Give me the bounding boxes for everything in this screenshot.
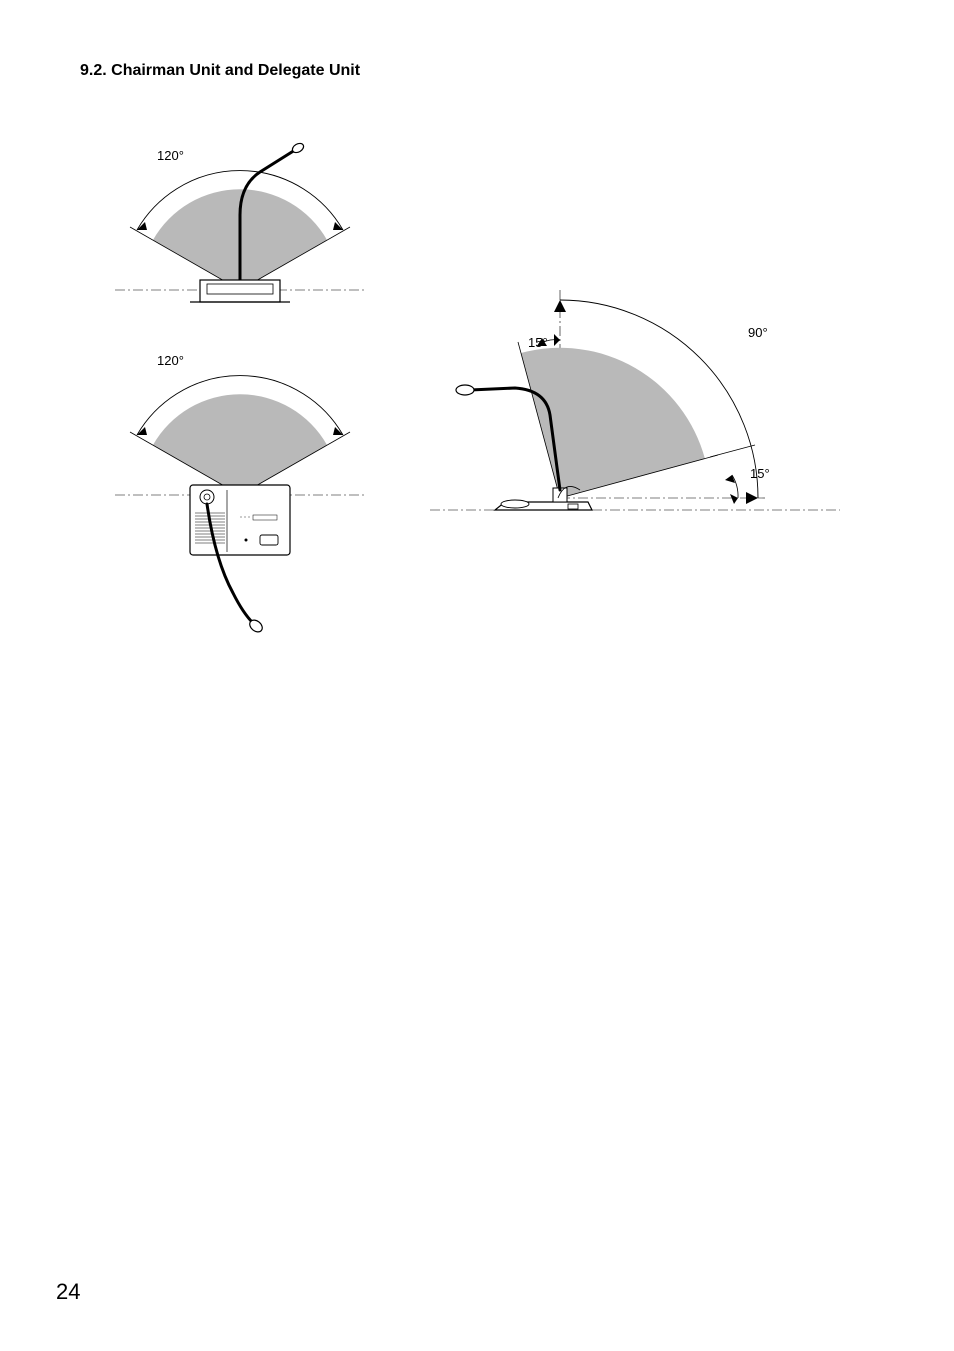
arrow-15-top-r: [554, 334, 560, 346]
connector-side: [568, 504, 578, 509]
microphone-capsule: [456, 385, 474, 395]
mic-pivot-inner: [204, 494, 210, 500]
page-number: 24: [56, 1279, 80, 1305]
section-heading: 9.2. Chairman Unit and Delegate Unit: [80, 62, 360, 80]
arc-fill: [521, 348, 705, 498]
arrow-15-bot-t: [725, 475, 735, 483]
arrow-left: [137, 427, 147, 435]
indicator-dot: [245, 539, 248, 542]
diagram-top-view: 120°: [95, 345, 385, 635]
diagram-side-view-svg: [420, 280, 850, 540]
arrow-right: [333, 427, 343, 435]
angle-label-120-mid: 120°: [157, 353, 184, 368]
arrow-right: [333, 222, 343, 230]
radial-lower-ext: [710, 445, 755, 457]
angle-label-90: 90°: [748, 325, 768, 340]
arc-fill: [153, 394, 327, 495]
talk-button: [260, 535, 278, 545]
arrow-left: [137, 222, 147, 230]
diagram-front-view: 120°: [95, 130, 385, 320]
angle-label-15-top: 15°: [528, 335, 548, 350]
diagram-side-view: 15° 90° 15°: [420, 280, 850, 540]
angle-label-15-bot: 15°: [750, 466, 770, 481]
angle-label-120-top: 120°: [157, 148, 184, 163]
diagram-front-view-svg: [95, 130, 385, 320]
speaker-side: [501, 500, 529, 508]
unit-panel: [207, 284, 273, 294]
diagram-top-view-svg: [95, 345, 385, 635]
arrow-90-top: [554, 300, 566, 312]
arrow-15-bot-b: [730, 494, 738, 504]
